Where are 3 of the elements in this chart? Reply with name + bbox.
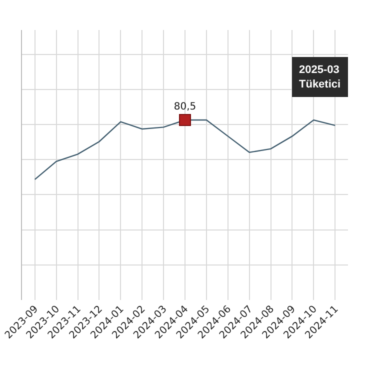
- annotation: 80,5: [174, 102, 196, 113]
- text: Tüketici: [299, 78, 341, 90]
- text: 2025-03: [299, 64, 340, 76]
